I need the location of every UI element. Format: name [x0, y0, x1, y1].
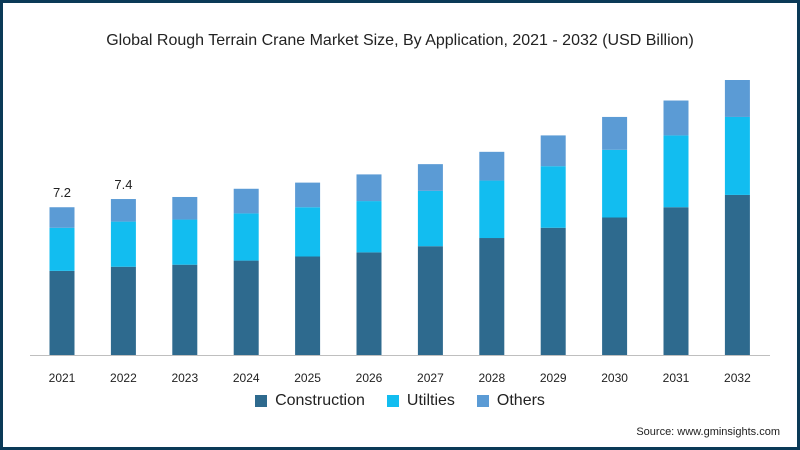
- bar-utilties-2027: [417, 190, 443, 247]
- source-note: Source: www.gminsights.com: [636, 426, 780, 438]
- bar-construction-2028: [479, 238, 505, 355]
- legend-swatch-utilities: [386, 395, 399, 407]
- bar-others-2023: [172, 196, 198, 220]
- bar-others-2021: [49, 207, 75, 228]
- bar-construction-2022: [110, 266, 136, 355]
- x-tick-label-2021: 2021: [49, 371, 76, 385]
- bar-construction-2032: [724, 194, 750, 355]
- legend-swatch-others: [476, 395, 489, 407]
- bar-utilties-2031: [663, 135, 689, 208]
- bar-others-2027: [417, 164, 443, 191]
- bar-construction-2025: [295, 256, 321, 355]
- bar-utilties-2026: [356, 201, 382, 253]
- bar-construction-2024: [233, 260, 259, 355]
- legend-label-utilities: Utilties: [406, 392, 455, 409]
- x-tick-label-2032: 2032: [724, 371, 751, 385]
- x-tick-label-2029: 2029: [540, 371, 567, 385]
- bar-utilties-2021: [49, 227, 75, 271]
- x-tick-label-2025: 2025: [294, 371, 321, 385]
- x-tick-label-2026: 2026: [356, 371, 383, 385]
- x-tick-label-2024: 2024: [233, 371, 260, 385]
- legend-label-others: Others: [496, 392, 545, 409]
- bar-others-2029: [540, 135, 566, 167]
- legend-label-construction: Construction: [275, 392, 365, 409]
- bar-utilties-2028: [479, 180, 505, 239]
- data-label-2022: 7.4: [114, 177, 132, 192]
- chart-legend: Construction Utilties Others: [0, 392, 800, 410]
- legend-item-construction: Construction: [255, 392, 365, 410]
- bar-construction-2021: [49, 270, 75, 355]
- bar-utilties-2029: [540, 166, 566, 228]
- bar-utilties-2025: [295, 207, 321, 257]
- bar-utilties-2022: [110, 221, 136, 267]
- legend-item-others: Others: [476, 392, 545, 410]
- bar-construction-2023: [172, 264, 198, 355]
- bar-construction-2027: [417, 246, 443, 355]
- x-tick-label-2031: 2031: [663, 371, 690, 385]
- x-tick-label-2023: 2023: [171, 371, 198, 385]
- bar-others-2030: [602, 116, 628, 150]
- bar-utilties-2032: [724, 116, 750, 195]
- bar-others-2031: [663, 100, 689, 136]
- data-label-2021: 7.2: [53, 185, 71, 200]
- legend-item-utilities: Utilties: [386, 392, 455, 410]
- x-tick-label-2030: 2030: [601, 371, 628, 385]
- bar-construction-2026: [356, 252, 382, 355]
- bar-others-2028: [479, 151, 505, 181]
- legend-swatch-construction: [255, 395, 268, 407]
- bar-utilties-2030: [602, 149, 628, 218]
- bar-others-2024: [233, 188, 259, 214]
- bar-construction-2029: [540, 227, 566, 355]
- bar-utilties-2023: [172, 219, 198, 265]
- bar-others-2032: [724, 80, 750, 117]
- x-tick-label-2022: 2022: [110, 371, 137, 385]
- bar-construction-2031: [663, 207, 689, 355]
- x-tick-label-2028: 2028: [478, 371, 505, 385]
- bar-others-2025: [295, 182, 321, 208]
- bar-others-2026: [356, 174, 382, 202]
- bar-others-2022: [110, 199, 136, 222]
- bar-utilties-2024: [233, 213, 259, 261]
- x-tick-label-2027: 2027: [417, 371, 444, 385]
- bar-construction-2030: [602, 217, 628, 355]
- chart-title: Global Rough Terrain Crane Market Size, …: [106, 32, 694, 49]
